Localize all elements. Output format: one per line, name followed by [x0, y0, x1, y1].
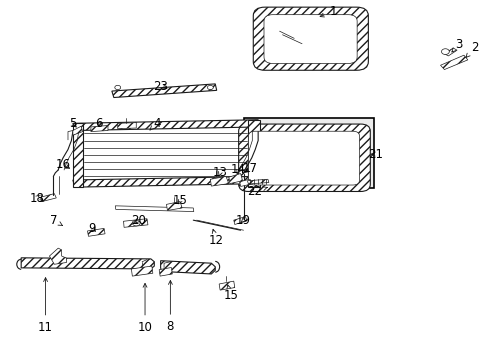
Text: 5: 5 [69, 117, 77, 130]
Polygon shape [444, 48, 456, 56]
Text: 3: 3 [451, 38, 462, 52]
Polygon shape [219, 281, 234, 290]
Text: 11: 11 [38, 278, 53, 333]
Text: 15: 15 [172, 194, 187, 207]
Text: 12: 12 [208, 229, 224, 247]
Polygon shape [131, 266, 153, 276]
Polygon shape [91, 126, 108, 132]
Polygon shape [247, 179, 268, 184]
Text: 9: 9 [88, 222, 96, 235]
Polygon shape [118, 123, 136, 129]
FancyBboxPatch shape [253, 7, 367, 70]
Polygon shape [159, 267, 172, 276]
Circle shape [115, 85, 121, 90]
Text: 7: 7 [49, 214, 62, 227]
Text: 4: 4 [150, 117, 160, 130]
Text: 21: 21 [367, 148, 382, 161]
Text: 20: 20 [130, 214, 145, 227]
Polygon shape [440, 55, 467, 69]
FancyBboxPatch shape [264, 15, 356, 63]
Text: 10: 10 [137, 283, 152, 333]
Text: 6: 6 [95, 117, 103, 130]
Text: 18: 18 [30, 192, 44, 205]
Polygon shape [112, 84, 216, 98]
Text: 1: 1 [320, 5, 336, 18]
Text: 8: 8 [166, 280, 174, 333]
Polygon shape [49, 248, 66, 264]
Polygon shape [123, 219, 148, 227]
Text: 23: 23 [153, 80, 168, 93]
Text: 15: 15 [223, 285, 238, 302]
Text: 16: 16 [56, 158, 70, 171]
Polygon shape [239, 179, 250, 186]
Polygon shape [41, 194, 56, 202]
Polygon shape [87, 228, 105, 236]
Text: 17: 17 [243, 162, 257, 175]
Text: 19: 19 [236, 214, 250, 227]
Text: 13: 13 [212, 166, 227, 179]
Polygon shape [21, 258, 154, 269]
Text: 2: 2 [465, 41, 478, 57]
Polygon shape [115, 206, 193, 212]
Text: 14: 14 [231, 163, 245, 176]
Polygon shape [73, 123, 82, 187]
Polygon shape [248, 120, 260, 187]
Polygon shape [160, 261, 215, 274]
Polygon shape [73, 126, 82, 135]
Circle shape [441, 49, 448, 54]
Polygon shape [166, 202, 182, 211]
Polygon shape [73, 120, 260, 131]
Polygon shape [210, 176, 228, 186]
FancyBboxPatch shape [238, 124, 369, 192]
Polygon shape [228, 174, 242, 184]
Circle shape [132, 220, 140, 226]
Bar [243, 118, 373, 188]
Circle shape [207, 85, 213, 90]
Polygon shape [73, 176, 260, 187]
FancyBboxPatch shape [248, 131, 359, 185]
Text: 22: 22 [246, 185, 267, 198]
Polygon shape [233, 217, 246, 225]
